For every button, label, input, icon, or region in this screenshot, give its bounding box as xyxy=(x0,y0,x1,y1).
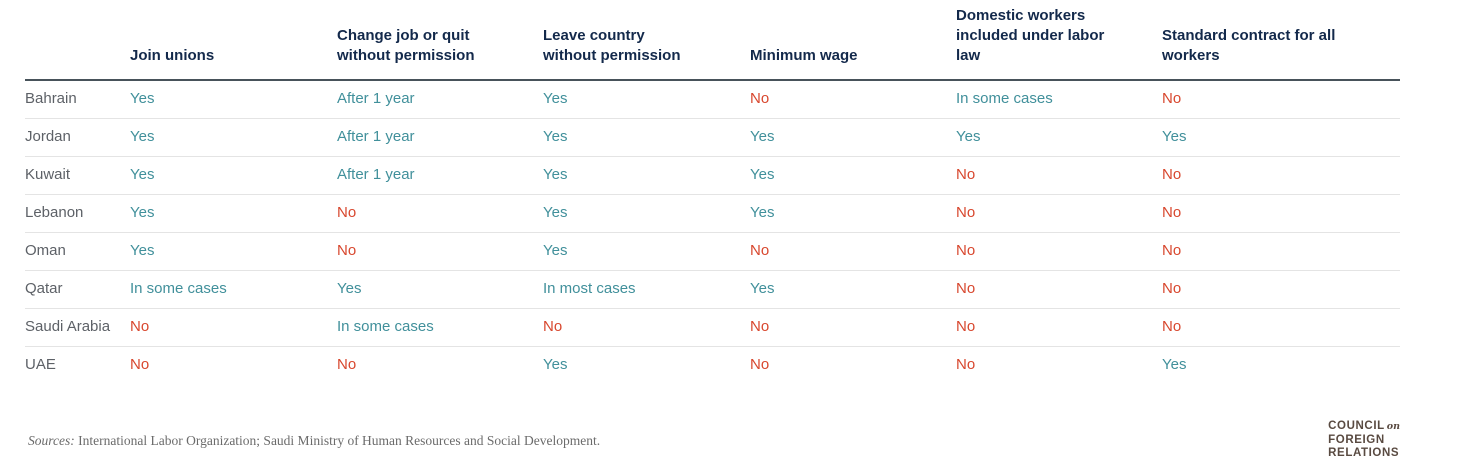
country-cell: Oman xyxy=(25,232,130,271)
value-cell: No xyxy=(1162,194,1400,233)
value-cell: Yes xyxy=(956,118,1162,157)
table-row: Jordan Yes After 1 year Yes Yes Yes Yes xyxy=(25,118,1400,157)
cfr-logo-line1: COUNCIL on xyxy=(1328,420,1400,432)
value-cell: After 1 year xyxy=(337,118,543,157)
value-cell: No xyxy=(337,356,357,373)
value-cell: No xyxy=(750,308,956,347)
value-cell: No xyxy=(337,232,543,271)
table-row: Saudi Arabia No In some cases No No No No xyxy=(25,308,1400,347)
value-cell: In most cases xyxy=(543,270,750,309)
value-cell: Yes xyxy=(130,232,337,271)
value-cell: No xyxy=(956,308,1162,347)
table-body: Bahrain Yes After 1 year Yes No In some cases… xyxy=(25,80,1400,384)
value-cell: Yes xyxy=(543,356,568,373)
value-cell: Yes xyxy=(543,118,750,157)
value-cell: Yes xyxy=(750,194,956,233)
table-row: Oman Yes No Yes No No No xyxy=(25,232,1400,271)
sources-text: International Labor Organization; Saudi … xyxy=(74,433,601,448)
value-cell: Yes xyxy=(130,80,337,119)
country-cell: UAE xyxy=(25,356,56,373)
value-cell: Yes xyxy=(130,156,337,195)
country-cell: Kuwait xyxy=(25,156,130,195)
cfr-logo-line3: RELATIONS xyxy=(1328,447,1400,459)
column-header-standard-contract: Standard contract for all workers xyxy=(1162,0,1400,81)
table-row: Bahrain Yes After 1 year Yes No In some cases… xyxy=(25,80,1400,119)
table-header-row: Join unions Change job or quit without p… xyxy=(25,0,1400,81)
table-row: UAE No No Yes No No Yes xyxy=(25,347,1400,385)
labor-rights-table: Join unions Change job or quit without p… xyxy=(25,0,1400,384)
value-cell: No xyxy=(1162,270,1400,309)
value-cell: After 1 year xyxy=(337,80,543,119)
value-cell: No xyxy=(750,80,956,119)
value-cell: No xyxy=(956,270,1162,309)
sources-note: Sources: International Labor Organizatio… xyxy=(28,432,600,449)
value-cell: No xyxy=(543,308,750,347)
value-cell: No xyxy=(130,308,337,347)
column-header-domestic-workers: Domestic workers included under labor la… xyxy=(956,0,1162,81)
value-cell: Yes xyxy=(543,232,750,271)
value-cell: Yes xyxy=(337,270,543,309)
country-cell: Bahrain xyxy=(25,80,130,119)
column-header-change-job: Change job or quit without permission xyxy=(337,0,543,81)
table-row: Lebanon Yes No Yes Yes No No xyxy=(25,194,1400,233)
value-cell: Yes xyxy=(1162,356,1187,373)
value-cell: In some cases xyxy=(337,308,543,347)
value-cell: No xyxy=(130,356,150,373)
value-cell: No xyxy=(337,194,543,233)
value-cell: No xyxy=(750,232,956,271)
value-cell: In some cases xyxy=(130,270,337,309)
value-cell: Yes xyxy=(750,270,956,309)
value-cell: Yes xyxy=(130,118,337,157)
value-cell: No xyxy=(956,194,1162,233)
cfr-logo: COUNCIL on FOREIGN RELATIONS xyxy=(1328,420,1400,461)
value-cell: No xyxy=(1162,308,1400,347)
country-cell: Jordan xyxy=(25,118,130,157)
table-row: Kuwait Yes After 1 year Yes Yes No No xyxy=(25,156,1400,195)
value-cell: No xyxy=(1162,156,1400,195)
value-cell: Yes xyxy=(130,194,337,233)
value-cell: Yes xyxy=(1162,118,1400,157)
value-cell: No xyxy=(956,232,1162,271)
value-cell: In some cases xyxy=(956,80,1162,119)
value-cell: No xyxy=(1162,232,1400,271)
value-cell: Yes xyxy=(543,80,750,119)
country-cell: Qatar xyxy=(25,270,130,309)
country-cell: Lebanon xyxy=(25,194,130,233)
sources-label: Sources: xyxy=(28,433,75,448)
value-cell: No xyxy=(956,356,976,373)
country-cell: Saudi Arabia xyxy=(25,308,130,347)
value-cell: Yes xyxy=(543,194,750,233)
value-cell: Yes xyxy=(543,156,750,195)
value-cell: No xyxy=(956,156,1162,195)
value-cell: Yes xyxy=(750,156,956,195)
value-cell: No xyxy=(1162,80,1400,119)
cfr-logo-conjunction: on xyxy=(1386,421,1400,432)
value-cell: Yes xyxy=(750,118,956,157)
value-cell: After 1 year xyxy=(337,156,543,195)
corner-header-cell xyxy=(25,0,130,81)
column-header-minimum-wage: Minimum wage xyxy=(750,0,956,81)
column-header-leave-country: Leave country without permission xyxy=(543,0,750,81)
cfr-logo-line2: FOREIGN xyxy=(1328,433,1385,446)
table-row: Qatar In some cases Yes In most cases Yes No N… xyxy=(25,270,1400,309)
value-cell: No xyxy=(750,356,770,373)
column-header-join-unions: Join unions xyxy=(130,0,337,81)
